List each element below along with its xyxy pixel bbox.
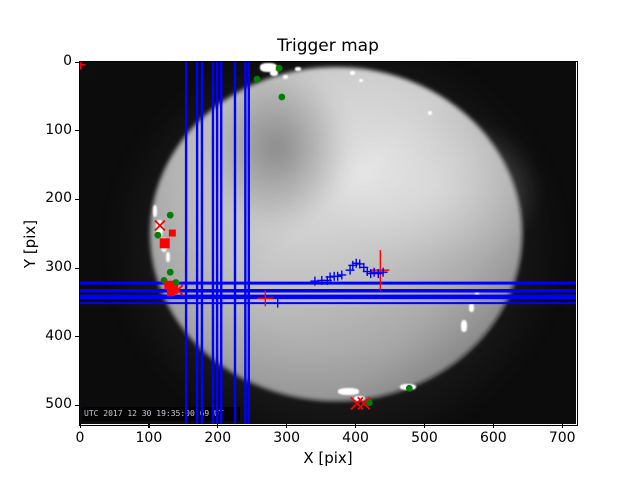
y-tick-label: 0 bbox=[63, 53, 72, 69]
x-tick-mark bbox=[492, 424, 495, 428]
green-dots-point bbox=[166, 268, 174, 276]
horizon-speck bbox=[359, 79, 363, 82]
sky-bright-cloud bbox=[330, 117, 540, 267]
x-tick-mark bbox=[79, 424, 81, 428]
x-tick-label: 500 bbox=[411, 430, 438, 446]
x-tick-label: 0 bbox=[75, 430, 85, 446]
y-tick-label: 300 bbox=[45, 259, 72, 276]
y-axis-label: Y [pix] bbox=[21, 219, 39, 269]
red-squares-point bbox=[166, 288, 175, 297]
green-dots-point bbox=[172, 279, 180, 286]
horizon-speck bbox=[475, 290, 479, 297]
horizon-speck bbox=[283, 75, 288, 79]
red-crosses-point bbox=[357, 396, 371, 411]
horizon-speck bbox=[469, 303, 474, 312]
horizon-speck bbox=[153, 205, 157, 217]
y-tick-mark bbox=[75, 130, 80, 132]
horizon-speck bbox=[295, 67, 301, 71]
green-dots-point bbox=[278, 93, 286, 101]
green-dots-point bbox=[365, 399, 373, 407]
red-squares-point bbox=[168, 229, 176, 237]
x-tick-mark bbox=[217, 424, 219, 428]
x-tick-mark bbox=[148, 424, 150, 428]
y-tick-label: 500 bbox=[45, 396, 72, 413]
x-tick-label: 600 bbox=[479, 430, 507, 446]
horizon-speck bbox=[270, 70, 278, 76]
x-tick-label: 400 bbox=[342, 430, 369, 446]
x-tick-label: 700 bbox=[548, 430, 576, 446]
horizon-speck bbox=[166, 252, 170, 262]
trigger-overlay-svg bbox=[80, 62, 576, 424]
y-tick-mark bbox=[75, 61, 80, 63]
x-tick-label: 200 bbox=[204, 430, 232, 446]
horizon-speck bbox=[338, 388, 359, 395]
y-tick-label: 100 bbox=[45, 121, 72, 138]
x-tick-label: 300 bbox=[273, 430, 301, 446]
horizon-speck bbox=[461, 320, 467, 332]
y-tick-mark bbox=[75, 336, 80, 338]
red-squares-point bbox=[164, 280, 174, 290]
camera-timestamp-overlay: UTC 2017 12 30 19:35:00.69 UT bbox=[82, 407, 240, 421]
x-tick-mark bbox=[423, 424, 426, 428]
green-dots-point bbox=[154, 231, 162, 239]
x-tick-mark bbox=[286, 424, 288, 428]
green-dots-point bbox=[253, 75, 261, 83]
x-tick-mark bbox=[355, 424, 357, 428]
y-tick-label: 200 bbox=[45, 190, 72, 207]
green-dots-point bbox=[166, 211, 174, 219]
red-crosses-point bbox=[154, 219, 166, 232]
horizon-speck bbox=[156, 220, 163, 237]
y-tick-mark bbox=[75, 404, 80, 407]
x-tick-label: 100 bbox=[135, 430, 163, 446]
horizon-speck bbox=[428, 111, 432, 115]
y-tick-mark bbox=[75, 267, 80, 269]
x-tick-mark bbox=[561, 424, 563, 428]
plot-area: UTC 2017 12 30 19:35:00.69 UT bbox=[80, 62, 576, 424]
horizon-speck bbox=[350, 71, 355, 75]
y-tick-label: 400 bbox=[45, 327, 72, 344]
sky-dark-patch bbox=[208, 68, 348, 228]
red-squares-point bbox=[159, 238, 170, 249]
horizon-speck bbox=[260, 63, 277, 72]
y-tick-mark bbox=[75, 198, 80, 201]
chart-title: Trigger map bbox=[277, 36, 379, 56]
green-dots-point bbox=[275, 64, 283, 72]
green-dots-point bbox=[405, 384, 413, 392]
red-crosses-point bbox=[172, 284, 184, 296]
x-axis-label: X [pix] bbox=[303, 449, 353, 467]
